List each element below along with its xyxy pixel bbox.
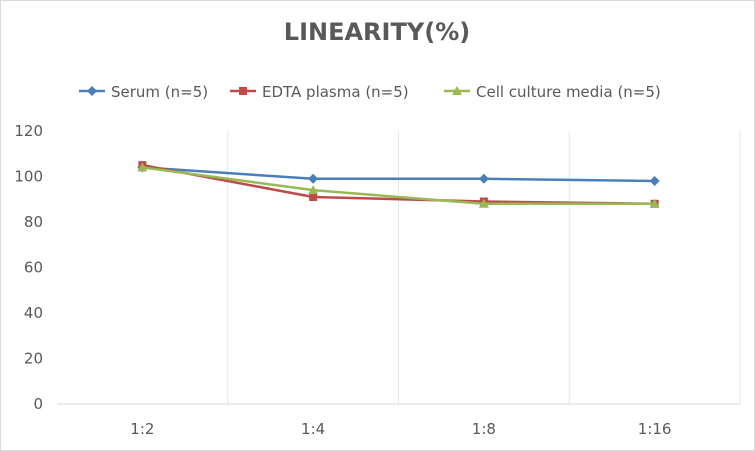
y-tick-label: 0 [33, 395, 43, 413]
data-point [308, 185, 319, 195]
legend-marker [87, 86, 97, 96]
y-tick-label: 20 [24, 350, 43, 368]
legend-label: Serum (n=5) [111, 83, 208, 101]
data-point [649, 176, 660, 187]
data-point [478, 173, 489, 184]
legend-marker [239, 87, 247, 95]
data-point [649, 198, 660, 208]
x-tick-label: 1:2 [130, 420, 154, 438]
legend-label: EDTA plasma (n=5) [262, 83, 409, 101]
x-tick-label: 1:4 [301, 420, 325, 438]
x-tick-label: 1:8 [472, 420, 496, 438]
data-point [308, 173, 319, 184]
data-point [478, 198, 489, 208]
series-line [142, 166, 655, 206]
y-tick-label: 60 [24, 259, 43, 277]
series-line [142, 166, 655, 183]
y-tick-label: 40 [24, 304, 43, 322]
y-tick-label: 100 [14, 168, 43, 186]
x-tick-label: 1:16 [638, 420, 672, 438]
data-point [137, 162, 148, 172]
legend-marker [452, 86, 462, 95]
y-tick-label: 80 [24, 213, 43, 231]
data-point [309, 192, 318, 201]
y-tick-label: 120 [14, 122, 43, 140]
legend-label: Cell culture media (n=5) [476, 83, 661, 101]
chart-title: LINEARITY(%) [284, 18, 470, 46]
